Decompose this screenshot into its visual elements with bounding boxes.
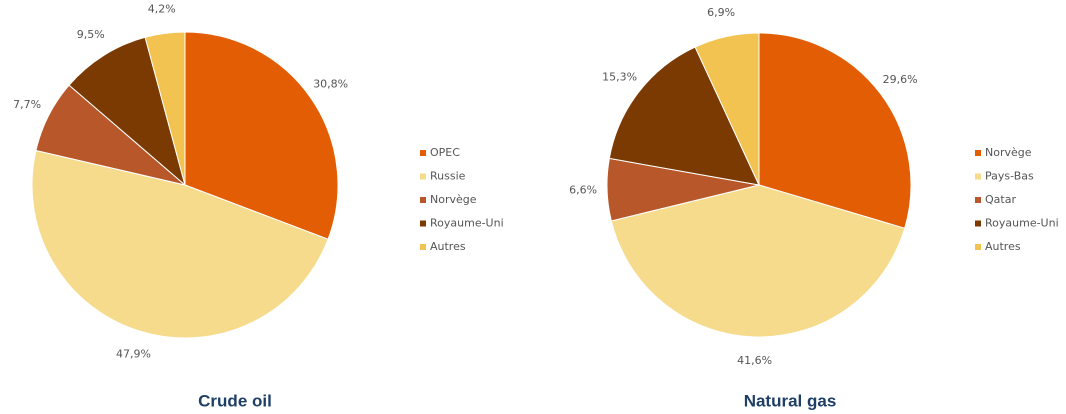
legend-marker <box>420 150 426 156</box>
data-label: 30,8% <box>313 77 348 90</box>
data-label: 15,3% <box>602 71 637 84</box>
legend-marker <box>975 244 981 250</box>
legend-label: Russie <box>430 170 466 183</box>
pie-slice <box>608 46 760 186</box>
pie-slice <box>184 31 339 240</box>
legend-label: Pays-Bas <box>985 170 1034 183</box>
legend-marker <box>420 173 426 180</box>
data-label: 9,5% <box>77 28 105 41</box>
legend-marker <box>975 220 981 227</box>
legend-label: Qatar <box>985 193 1016 206</box>
legend-marker <box>420 244 426 250</box>
legend-marker <box>975 150 981 156</box>
data-label: 41,6% <box>737 354 772 367</box>
legend-label: Royaume-Uni <box>985 217 1059 230</box>
legend-label: Norvège <box>430 193 477 206</box>
pie-slice <box>68 36 186 187</box>
legend-marker <box>420 220 426 227</box>
legend-marker <box>975 173 981 180</box>
pie-slice <box>694 32 760 186</box>
legend-label: Norvège <box>985 146 1032 159</box>
data-label: 6,6% <box>569 184 597 197</box>
legend-label: Autres <box>430 240 466 253</box>
chart-title: Natural gas <box>744 391 837 410</box>
pie-slice <box>610 184 906 338</box>
legend-label: Royaume-Uni <box>430 217 504 230</box>
data-label: 29,6% <box>883 73 918 86</box>
pie-slice <box>31 149 329 339</box>
pie-slice <box>144 31 186 186</box>
legend-label: OPEC <box>430 146 460 159</box>
legend-marker <box>975 197 981 203</box>
legend-marker <box>420 197 426 203</box>
chart-title: Crude oil <box>198 391 272 410</box>
pie-slice <box>758 32 912 229</box>
data-label: 7,7% <box>13 98 41 111</box>
data-label: 6,9% <box>707 6 735 19</box>
data-label: 4,2% <box>148 3 176 16</box>
legend-label: Autres <box>985 240 1021 253</box>
data-label: 47,9% <box>116 347 151 360</box>
